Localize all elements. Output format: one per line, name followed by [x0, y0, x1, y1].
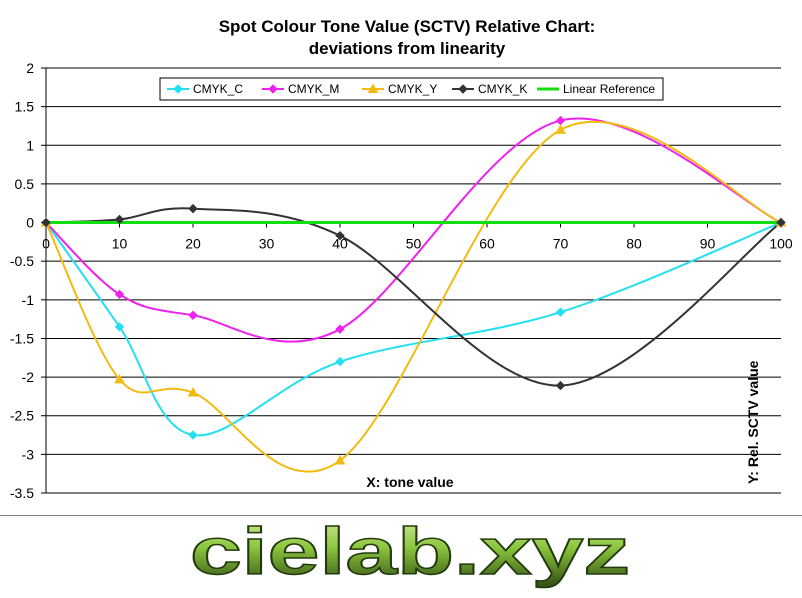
point-cmyk-y [114, 373, 125, 384]
brand-text: cielab.xyz [190, 516, 630, 588]
series-line-cmyk-y [45, 120, 782, 473]
chart-title-line-2: deviations from linearity [309, 39, 506, 58]
y-tick-label: -2.5 [10, 408, 34, 424]
chart-svg: Spot Colour Tone Value (SCTV) Relative C… [10, 17, 793, 501]
brand-logo: cielab.xyz [189, 513, 631, 589]
x-tick-label: 40 [332, 236, 348, 252]
legend-box [159, 77, 664, 101]
x-axis-title: X: tone value [366, 474, 453, 490]
point-cmyk-m [335, 324, 345, 334]
point-cmyk-c [188, 430, 198, 440]
x-tick-label: 80 [626, 236, 642, 252]
point-cmyk-k [114, 214, 125, 225]
legend-label-cmyk-k: CMYK_K [478, 82, 527, 96]
point-cmyk-k [335, 230, 345, 241]
point-cmyk-y [334, 455, 346, 465]
y-tick-label: 0 [26, 215, 34, 231]
x-tick-label: 10 [112, 236, 128, 252]
chart-title-line-1: Spot Colour Tone Value (SCTV) Relative C… [219, 17, 596, 36]
legend-label-cmyk-y: CMYK_Y [388, 82, 437, 96]
y-tick-label: -1.5 [10, 330, 34, 346]
point-cmyk-k [41, 217, 51, 228]
x-tick-label: 0 [42, 236, 50, 252]
chart-area: Spot Colour Tone Value (SCTV) Relative C… [0, 17, 802, 516]
y-axis-title: Y: Rel. SCTV value [745, 360, 761, 484]
point-cmyk-c [555, 307, 566, 317]
x-tick-label: 60 [479, 236, 495, 252]
y-tick-labels: 2 1.5 1 0.5 0 -0.5 -1 -1.5 -2 -2.5 -3 -3.5 [10, 60, 34, 501]
point-cmyk-c [114, 322, 125, 332]
legend-marker-cmyk-m [268, 84, 278, 94]
y-tick-label: 0.5 [15, 176, 35, 192]
point-cmyk-m [114, 289, 125, 300]
y-tick-label: -3.5 [10, 485, 34, 501]
brand-banner: cielab.xyz [0, 513, 802, 593]
point-cmyk-k [776, 217, 786, 228]
point-cmyk-k [555, 380, 566, 391]
point-cmyk-y [187, 387, 199, 397]
y-tick-label: 1 [26, 137, 34, 153]
point-cmyk-m [188, 310, 198, 320]
series-line-cmyk-k [45, 207, 782, 387]
legend-marker-cmyk-k [458, 84, 468, 94]
point-cmyk-k [188, 203, 198, 214]
point-cmyk-c [335, 356, 345, 367]
y-tick-label: -3 [22, 446, 35, 462]
x-tick-label: 100 [769, 236, 793, 252]
x-tick-label: 70 [553, 236, 569, 252]
legend-label-cmyk-m: CMYK_M [288, 82, 339, 96]
point-cmyk-y [555, 124, 566, 134]
x-tick-label: 50 [406, 236, 422, 252]
y-tick-label: 2 [26, 60, 34, 76]
y-tick-label: -2 [22, 369, 35, 385]
plot-area [46, 68, 781, 493]
legend-label-cmyk-c: CMYK_C [193, 82, 243, 96]
x-tick-label: 90 [700, 236, 716, 252]
legend-marker-cmyk-y [367, 83, 379, 93]
legend: CMYK_C CMYK_M CMYK_Y CMYK_K Linear Reference [159, 77, 664, 101]
x-tick-label: 30 [259, 236, 275, 252]
legend-label-linear-reference: Linear Reference [563, 82, 655, 96]
x-tick-labels: 0 10 20 30 40 50 60 70 80 90 100 [42, 236, 793, 252]
legend-marker-cmyk-c [173, 84, 183, 94]
y-tick-label: -0.5 [10, 253, 34, 269]
y-tick-label: 1.5 [15, 99, 35, 115]
x-tick-label: 20 [185, 236, 201, 252]
y-tick-label: -1 [22, 292, 35, 308]
marker-layer [40, 115, 787, 465]
